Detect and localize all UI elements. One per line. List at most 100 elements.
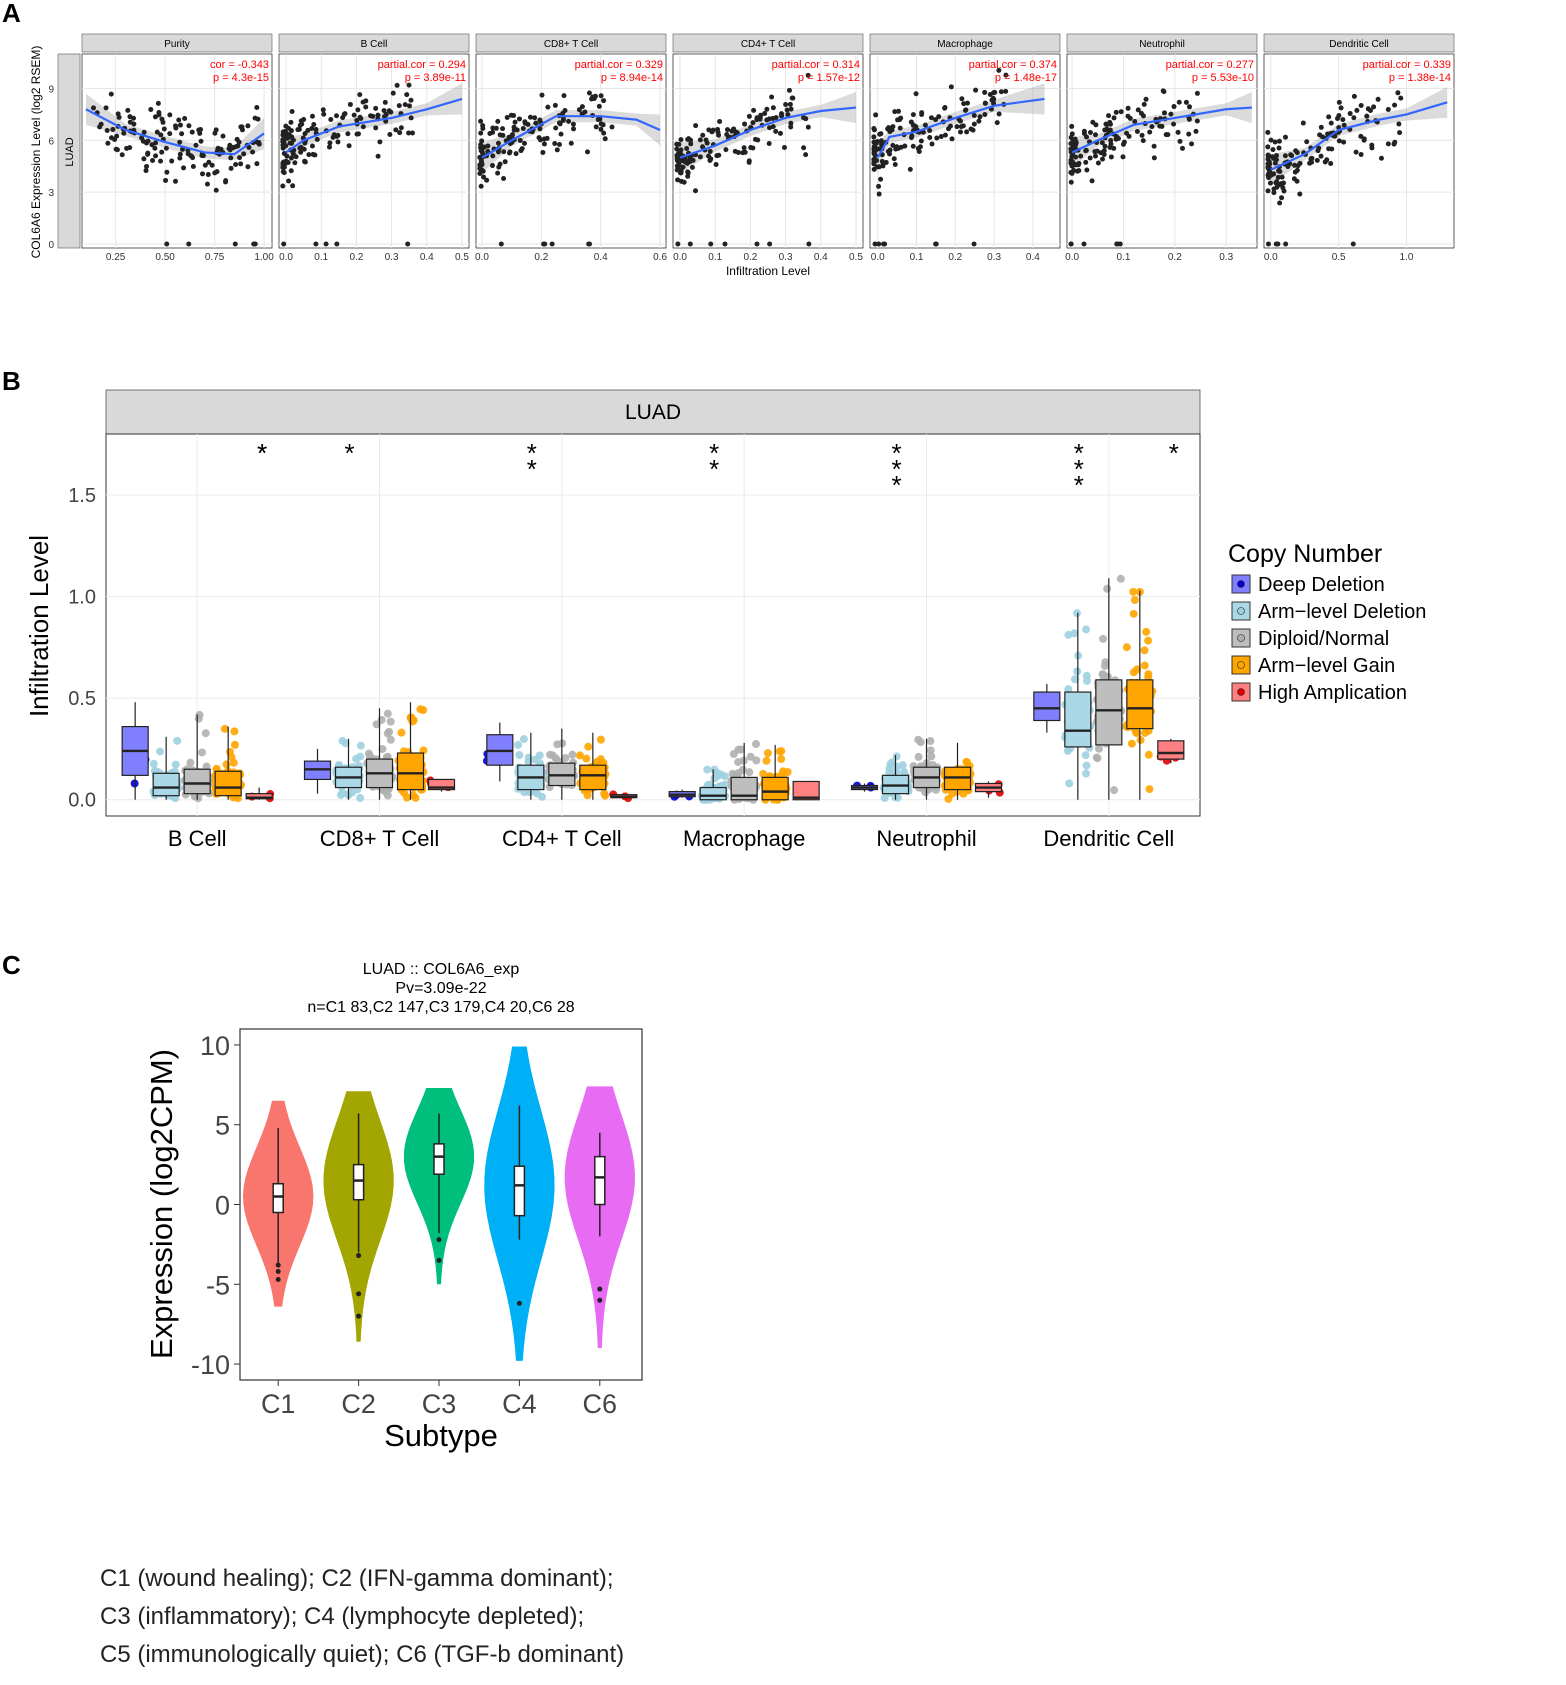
scatter-point bbox=[942, 104, 948, 110]
box-point bbox=[926, 737, 935, 746]
box-point bbox=[1099, 634, 1108, 643]
box-point bbox=[531, 755, 540, 764]
scatter-point bbox=[561, 93, 567, 99]
x-tick-label: 0.3 bbox=[987, 252, 1001, 263]
scatter-point bbox=[959, 96, 965, 102]
scatter-point bbox=[989, 97, 995, 103]
scatter-point bbox=[801, 145, 807, 151]
scatter-point bbox=[190, 164, 196, 170]
scatter-point bbox=[1392, 102, 1398, 108]
significance-star: * bbox=[1074, 454, 1084, 484]
box-point bbox=[519, 735, 528, 744]
scatter-point bbox=[710, 127, 716, 133]
panel-label-c: C bbox=[2, 950, 21, 980]
scatter-point bbox=[871, 134, 877, 140]
scatter-point bbox=[345, 131, 351, 137]
outlier-point bbox=[597, 1297, 603, 1303]
scatter-point bbox=[871, 156, 877, 162]
scatter-point bbox=[1395, 90, 1401, 96]
box-point bbox=[1144, 750, 1153, 759]
scatter-point bbox=[296, 126, 302, 132]
facet-strip bbox=[672, 33, 864, 53]
scatter-point bbox=[388, 109, 394, 115]
scatter-point bbox=[393, 127, 399, 133]
scatter-point bbox=[1274, 179, 1280, 185]
scatter-point bbox=[516, 116, 522, 122]
scatter-point bbox=[109, 135, 115, 141]
scatter-point bbox=[1371, 104, 1377, 110]
scatter-point bbox=[876, 191, 882, 197]
loess-fit-line bbox=[1270, 101, 1448, 171]
scatter-point bbox=[1104, 121, 1110, 127]
scatter-point bbox=[890, 142, 896, 148]
scatter-point bbox=[331, 132, 337, 138]
scatter-point bbox=[163, 145, 169, 151]
x-tick-label: CD4+ T Cell bbox=[502, 826, 622, 851]
scatter-point bbox=[686, 136, 692, 142]
scatter-point bbox=[552, 102, 558, 108]
box-point bbox=[734, 745, 743, 754]
box-point bbox=[728, 769, 737, 778]
y-tick-label: 10 bbox=[200, 1031, 230, 1061]
scatter-point bbox=[871, 139, 877, 145]
box-body bbox=[1126, 679, 1154, 730]
scatter-point bbox=[193, 142, 199, 148]
box-body bbox=[792, 780, 820, 801]
box-point bbox=[378, 744, 387, 753]
x-tick-label: 0.2 bbox=[534, 252, 548, 263]
scatter-point bbox=[496, 164, 502, 170]
plot-panel bbox=[105, 433, 1201, 817]
y-tick-label: 0.0 bbox=[68, 790, 96, 812]
box-point bbox=[892, 762, 901, 771]
scatter-point bbox=[119, 152, 125, 158]
y-tick-label: 5 bbox=[215, 1111, 230, 1141]
scatter-point bbox=[1281, 188, 1287, 194]
significance-star: * bbox=[709, 454, 719, 484]
box-point bbox=[596, 735, 605, 744]
box-point bbox=[338, 736, 347, 745]
box-point bbox=[762, 756, 771, 765]
scatter-point bbox=[961, 101, 967, 107]
box-point bbox=[1064, 685, 1073, 694]
facet-title: Macrophage bbox=[937, 39, 993, 50]
box-point bbox=[759, 769, 768, 778]
box-point bbox=[230, 740, 239, 749]
scatter-point bbox=[1271, 186, 1277, 192]
scatter-point bbox=[302, 159, 308, 165]
box-point bbox=[1098, 670, 1107, 679]
y-tick-label: -10 bbox=[191, 1350, 230, 1380]
scatter-point bbox=[508, 112, 514, 118]
scatter-point bbox=[148, 106, 154, 112]
facet-panel bbox=[278, 53, 470, 249]
loess-fit-line bbox=[285, 97, 463, 154]
box-body bbox=[1064, 691, 1092, 748]
scatter-point bbox=[1180, 145, 1186, 151]
scatter-point bbox=[877, 131, 883, 137]
x-axis-label: Infiltration Level bbox=[726, 264, 810, 278]
scatter-point bbox=[1309, 159, 1315, 165]
scatter-point bbox=[704, 140, 710, 146]
scatter-point bbox=[1171, 104, 1177, 110]
confidence-band bbox=[1072, 92, 1252, 168]
x-tick-label: 0.2 bbox=[349, 252, 363, 263]
violin-box bbox=[272, 1183, 284, 1214]
scatter-point bbox=[938, 134, 944, 140]
scatter-point bbox=[872, 241, 878, 247]
scatter-point bbox=[495, 170, 501, 176]
scatter-point bbox=[593, 124, 599, 130]
box-point bbox=[763, 749, 772, 758]
scatter-point bbox=[288, 140, 294, 146]
box-point bbox=[584, 742, 593, 751]
scatter-point bbox=[716, 132, 722, 138]
scatter-point bbox=[878, 176, 884, 182]
scatter-point bbox=[878, 141, 884, 147]
scatter-point bbox=[280, 183, 286, 189]
scatter-point bbox=[755, 137, 761, 143]
p-value-label: p = 5.53e-10 bbox=[1192, 72, 1254, 84]
scatter-point bbox=[1138, 110, 1144, 116]
x-tick-label: B Cell bbox=[168, 826, 227, 851]
scatter-point bbox=[1072, 136, 1078, 142]
box-point bbox=[783, 767, 792, 776]
scatter-point bbox=[1143, 96, 1149, 102]
scatter-point bbox=[1378, 155, 1384, 161]
